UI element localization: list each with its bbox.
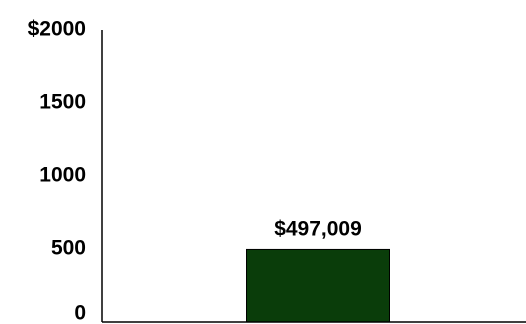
y-tick-label: 1500 bbox=[39, 91, 86, 114]
y-tick-label: 1000 bbox=[39, 164, 86, 187]
data-labels: $497,009 bbox=[274, 217, 362, 240]
y-tick-label: 0 bbox=[74, 302, 86, 324]
bar-value-label: $497,009 bbox=[274, 217, 362, 240]
y-axis-ticks: 0 500 1000 1500 $2000 bbox=[28, 18, 86, 324]
bars bbox=[246, 248, 390, 323]
bar bbox=[246, 248, 390, 323]
y-tick-label: $2000 bbox=[28, 18, 86, 41]
y-tick-label: 500 bbox=[51, 237, 86, 260]
